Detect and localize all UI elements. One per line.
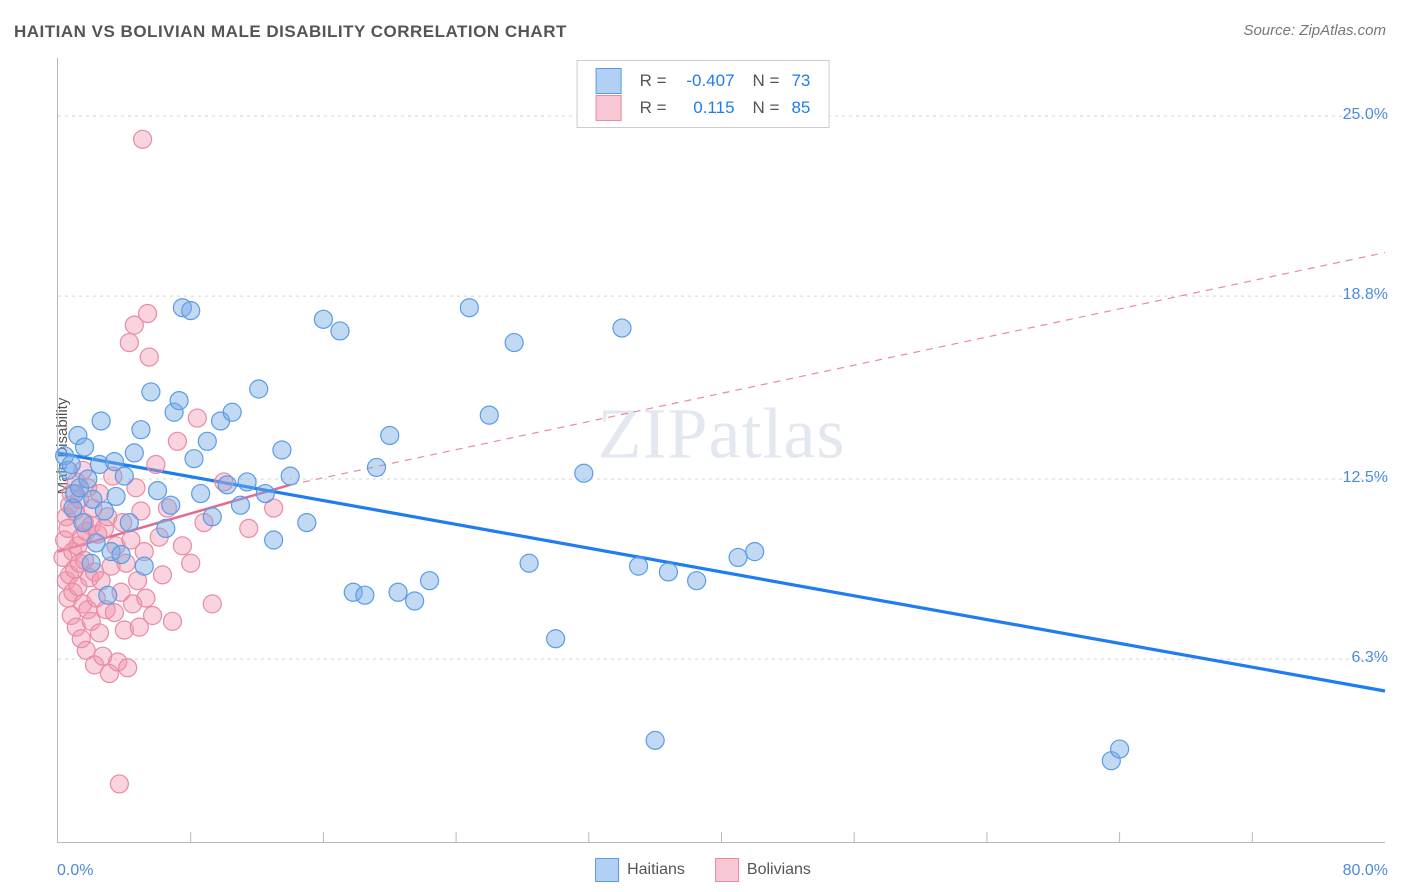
stat-n-value: 85 — [791, 94, 810, 121]
legend-item: Haitians — [595, 858, 685, 882]
stats-row: R =-0.407 N = 73 — [596, 67, 811, 94]
stat-n-label: N = — [753, 67, 780, 94]
y-axis-tick: 25.0% — [1343, 106, 1388, 124]
chart-title: HAITIAN VS BOLIVIAN MALE DISABILITY CORR… — [14, 22, 567, 42]
scatter-chart — [58, 58, 1385, 842]
y-axis-tick: 6.3% — [1352, 649, 1388, 667]
stat-r-label: R = — [640, 94, 667, 121]
y-axis-tick: 12.5% — [1343, 469, 1388, 487]
stat-r-label: R = — [640, 67, 667, 94]
stats-row: R =0.115 N = 85 — [596, 94, 811, 121]
stats-swatch — [596, 68, 622, 94]
stat-r-value: -0.407 — [673, 67, 735, 94]
stats-swatch — [596, 95, 622, 121]
source-attribution: Source: ZipAtlas.com — [1243, 22, 1386, 39]
plot-area: ZIPatlas — [57, 58, 1385, 843]
stat-n-label: N = — [753, 94, 780, 121]
y-axis-tick: 18.8% — [1343, 286, 1388, 304]
stats-box: R =-0.407 N = 73 R =0.115 N = 85 — [577, 60, 830, 128]
legend-label: Haitians — [627, 861, 685, 878]
legend: Haitians Bolivians — [595, 858, 811, 882]
stat-r-value: 0.115 — [673, 94, 735, 121]
legend-swatch — [595, 858, 619, 882]
legend-label: Bolivians — [747, 861, 811, 878]
legend-swatch — [715, 858, 739, 882]
legend-item: Bolivians — [715, 858, 811, 882]
x-axis-min-tick: 0.0% — [57, 862, 93, 880]
stat-n-value: 73 — [791, 67, 810, 94]
x-axis-max-tick: 80.0% — [1343, 862, 1388, 880]
